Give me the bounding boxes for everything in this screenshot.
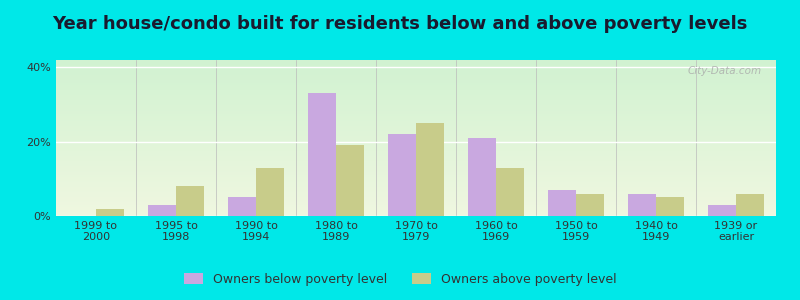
Bar xyxy=(576,194,604,216)
Legend: Owners below poverty level, Owners above poverty level: Owners below poverty level, Owners above… xyxy=(179,268,621,291)
Bar xyxy=(148,205,176,216)
Bar xyxy=(308,93,336,216)
Bar xyxy=(736,194,764,216)
Text: Year house/condo built for residents below and above poverty levels: Year house/condo built for residents bel… xyxy=(52,15,748,33)
Bar xyxy=(628,194,656,216)
Bar xyxy=(388,134,416,216)
Bar xyxy=(228,197,256,216)
Bar xyxy=(256,168,284,216)
Bar xyxy=(468,138,496,216)
Bar xyxy=(548,190,576,216)
Bar xyxy=(336,146,364,216)
Bar xyxy=(416,123,444,216)
Bar xyxy=(176,186,204,216)
Bar xyxy=(496,168,524,216)
Bar xyxy=(656,197,684,216)
Bar xyxy=(708,205,736,216)
Bar xyxy=(96,208,124,216)
Text: City-Data.com: City-Data.com xyxy=(687,66,762,76)
